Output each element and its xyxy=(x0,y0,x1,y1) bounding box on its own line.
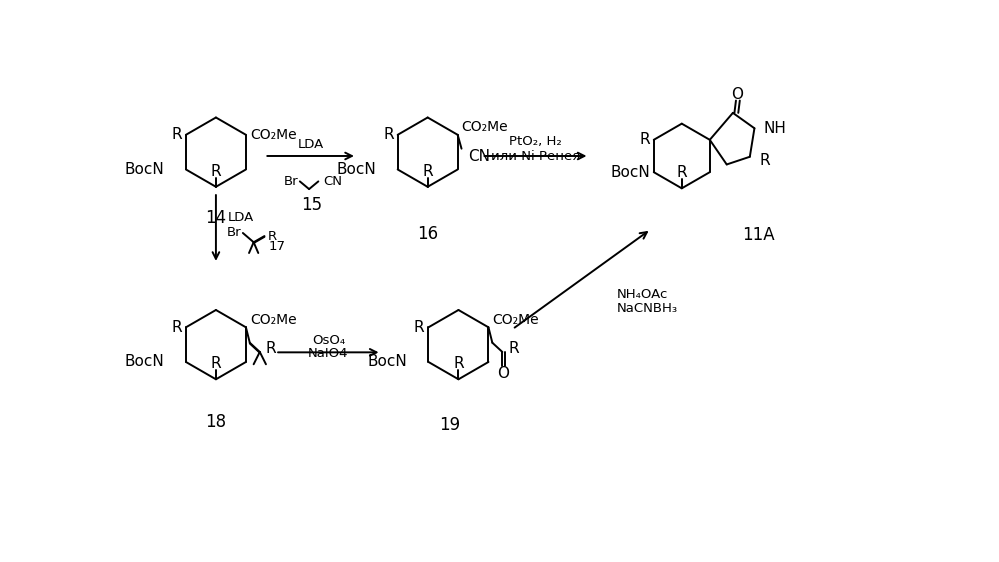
Text: O: O xyxy=(731,87,743,102)
Text: 18: 18 xyxy=(206,413,227,430)
Text: R: R xyxy=(172,320,182,335)
Text: R: R xyxy=(414,320,425,335)
Text: NaIO4: NaIO4 xyxy=(308,347,349,360)
Text: NH₄OAc: NH₄OAc xyxy=(616,288,667,301)
Text: BocN: BocN xyxy=(368,355,407,369)
Text: или Ni Ренея: или Ni Ренея xyxy=(491,150,580,163)
Text: 17: 17 xyxy=(269,241,286,253)
Text: LDA: LDA xyxy=(228,211,254,224)
Text: 14: 14 xyxy=(206,209,227,226)
Text: R: R xyxy=(211,356,221,371)
Text: 16: 16 xyxy=(418,225,439,243)
Text: O: O xyxy=(498,366,509,381)
Text: CN: CN xyxy=(469,149,491,164)
Text: 11A: 11A xyxy=(742,226,775,244)
Text: CN: CN xyxy=(324,175,343,188)
Text: R: R xyxy=(508,341,519,356)
Text: R: R xyxy=(759,153,769,168)
Text: BocN: BocN xyxy=(610,165,650,180)
Text: BocN: BocN xyxy=(337,162,376,177)
Text: PtO₂, H₂: PtO₂, H₂ xyxy=(509,135,561,148)
Text: CO₂Me: CO₂Me xyxy=(250,312,297,327)
Text: CO₂Me: CO₂Me xyxy=(250,128,297,142)
Text: CO₂Me: CO₂Me xyxy=(493,312,538,327)
Text: LDA: LDA xyxy=(298,138,324,151)
Text: R: R xyxy=(266,341,277,356)
Text: NaCNBH₃: NaCNBH₃ xyxy=(616,302,677,315)
Text: R: R xyxy=(639,132,650,147)
Text: BocN: BocN xyxy=(125,162,165,177)
Text: R: R xyxy=(423,164,433,179)
Text: BocN: BocN xyxy=(125,355,165,369)
Text: R: R xyxy=(454,356,464,371)
Text: CO₂Me: CO₂Me xyxy=(462,120,508,134)
Text: 19: 19 xyxy=(439,416,460,434)
Text: 15: 15 xyxy=(302,196,323,214)
Text: R: R xyxy=(172,128,182,142)
Text: Br: Br xyxy=(227,226,242,239)
Text: R: R xyxy=(676,165,687,180)
Text: OsO₄: OsO₄ xyxy=(312,334,345,347)
Text: R: R xyxy=(384,128,394,142)
Text: Br: Br xyxy=(284,175,299,188)
Text: R: R xyxy=(268,229,277,243)
Text: NH: NH xyxy=(763,121,786,136)
Text: R: R xyxy=(211,164,221,179)
